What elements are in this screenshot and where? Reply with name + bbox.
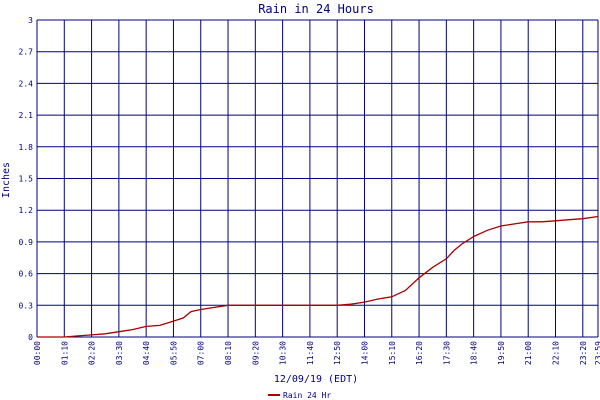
x-tick-label: 19:50 <box>497 341 506 365</box>
x-tick-label: 11:40 <box>306 341 315 365</box>
y-tick-label: 0.6 <box>19 270 34 279</box>
y-axis-label: Inches <box>1 162 12 198</box>
y-tick-label: 3 <box>28 16 33 25</box>
x-tick-label: 05:50 <box>169 341 178 365</box>
x-tick-label: 00:00 <box>33 341 42 365</box>
x-tick-label: 14:00 <box>360 341 369 365</box>
x-axis-ticks: 00:00 01:10 02:20 03:30 04:40 05:50 07:00 08:10… <box>33 341 600 365</box>
x-tick-label: 07:00 <box>197 341 206 365</box>
y-axis-ticks: 0 0.3 0.6 0.9 1.2 1.5 1.8 2.1 2.4 2.7 3 <box>19 16 34 342</box>
x-tick-label: 03:30 <box>115 341 124 365</box>
x-tick-label: 16:20 <box>415 341 424 365</box>
y-tick-label: 2.4 <box>19 79 34 88</box>
y-tick-label: 1.2 <box>19 206 34 215</box>
x-tick-label: 02:20 <box>88 341 97 365</box>
x-tick-label: 15:10 <box>388 341 397 365</box>
y-tick-label: 1.5 <box>19 175 34 184</box>
x-tick-label: 23:20 <box>579 341 588 365</box>
x-tick-label: 08:10 <box>224 341 233 365</box>
y-tick-label: 2.1 <box>19 111 34 120</box>
y-tick-label: 0.3 <box>19 301 34 310</box>
x-tick-label: 04:40 <box>142 341 151 365</box>
x-tick-label: 22:10 <box>552 341 561 365</box>
x-tick-label: 17:30 <box>442 341 451 365</box>
y-tick-label: 2.7 <box>19 48 34 57</box>
x-tick-label: 12:50 <box>333 341 342 365</box>
legend: Rain 24 Hr <box>268 391 331 400</box>
x-axis-label: 12/09/19 (EDT) <box>274 374 358 385</box>
x-tick-label: 10:30 <box>279 341 288 365</box>
x-tick-label: 18:40 <box>470 341 479 365</box>
x-tick-label: 09:20 <box>251 341 260 365</box>
series-layer <box>37 215 599 338</box>
x-tick-label: 21:00 <box>524 341 533 365</box>
y-tick-label: 1.8 <box>19 143 34 152</box>
legend-label-rain-24-hr: Rain 24 Hr <box>283 391 331 400</box>
y-tick-label: 0 <box>28 333 33 342</box>
y-tick-label: 0.9 <box>19 238 34 247</box>
chart-title: Rain in 24 Hours <box>258 2 374 16</box>
series-line-rain-24-hr <box>37 215 599 338</box>
chart-grid <box>36 19 599 338</box>
x-tick-label: 23:59 <box>594 341 600 365</box>
x-tick-label: 01:10 <box>60 341 69 365</box>
